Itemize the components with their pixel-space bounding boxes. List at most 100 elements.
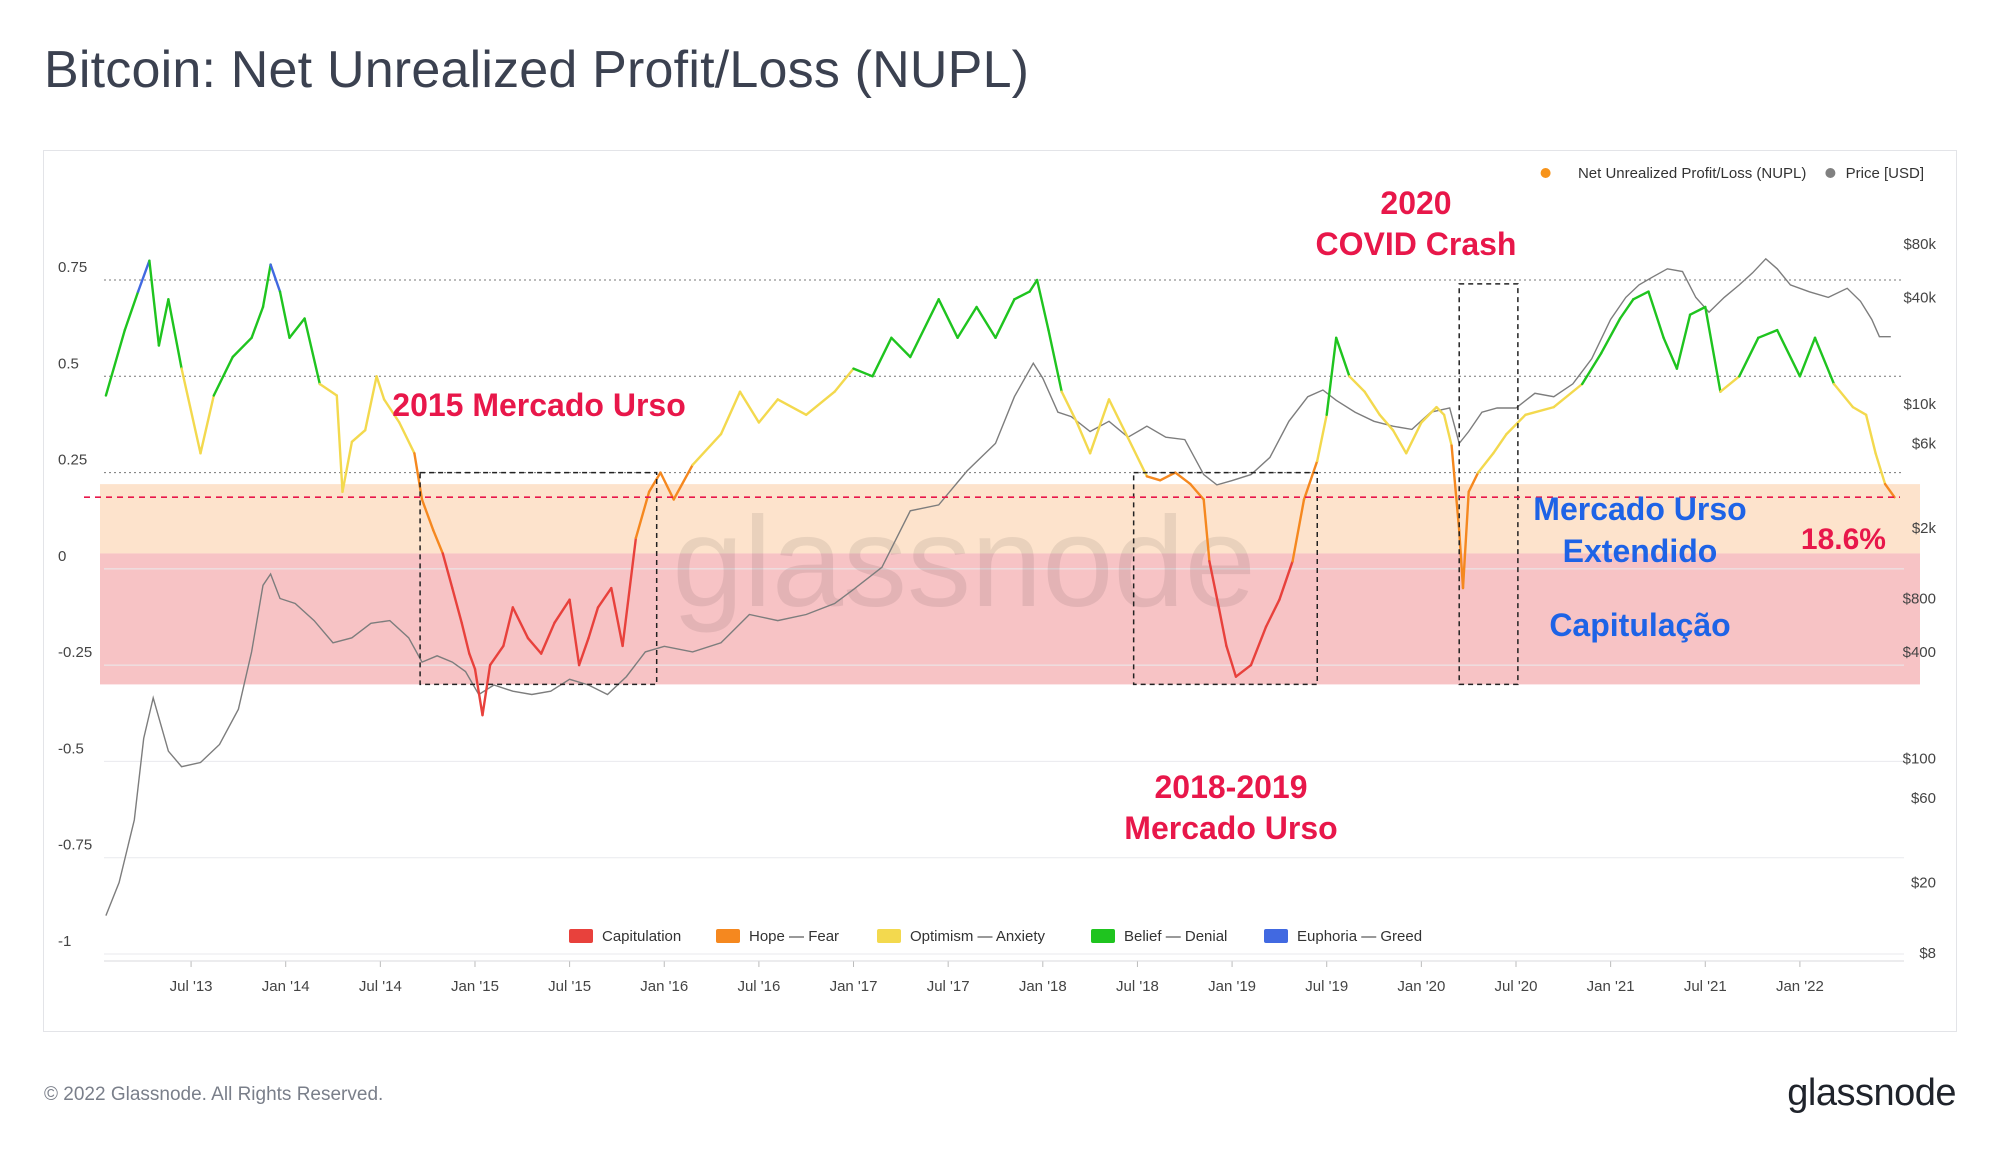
nupl-segment-51 [738,390,761,424]
y-right-tick: $60 [1911,790,1936,807]
nupl-segment-97 [1442,413,1453,447]
nupl-segment-69 [1075,421,1092,455]
annotation-0: 2015 Mercado Urso [392,387,685,423]
nupl-segment-14 [288,317,306,340]
nupl-segment-73 [1145,475,1162,482]
y-left-tick: -0.25 [58,644,92,661]
nupl-chart: glassnode 18.6% 0.75 0.5 0.25 0 -0.25 -0.5 -0.… [58,165,1937,995]
nupl-segment-11 [261,263,272,309]
nupl-segment-101 [1467,471,1480,493]
nupl-segment-102 [1476,452,1495,474]
x-tick-label: Jan '14 [262,978,310,995]
x-tick-label: Jan '20 [1397,978,1445,995]
nupl-segment-105 [1524,405,1556,416]
y-right-tick: $100 [1903,751,1936,768]
nupl-segment-106 [1552,382,1584,409]
nupl-segment-110 [1632,290,1650,301]
legend-label: Optimism — Anxiety [910,928,1046,945]
y-right-tick: $20 [1911,874,1936,891]
x-tick-label: Jul '21 [1684,978,1727,995]
nupl-segment-96 [1435,405,1446,416]
nupl-segment-79 [1217,606,1228,648]
nupl-segment-100 [1461,490,1470,590]
nupl-segment-40 [577,637,590,667]
x-tick-label: Jul '20 [1495,978,1538,995]
nupl-segment-112 [1662,336,1679,370]
nupl-segment-43 [610,586,624,648]
y-left-tick: 0.25 [58,452,87,469]
nupl-segment-53 [776,398,808,416]
nupl-segment-17 [335,394,344,493]
nupl-segment-19 [350,429,367,443]
nupl-segment-65 [1028,278,1039,293]
nupl-segment-81 [1234,663,1253,678]
nupl-segment-99 [1457,529,1465,590]
nupl-segment-91 [1363,390,1381,416]
nupl-segment-82 [1249,625,1268,667]
nupl-segment-89 [1334,336,1351,378]
legend-label: Euphoria — Greed [1297,928,1422,945]
y-right-tick: $2k [1912,520,1937,537]
x-tick-label: Jan '17 [830,978,878,995]
period-box-2 [1458,283,1519,686]
nupl-segment-28 [451,586,463,624]
nupl-segment-72 [1126,436,1149,478]
nupl-segment-75 [1174,471,1192,486]
nupl-segment-22 [382,398,401,424]
x-tick-label: Jul '19 [1305,978,1348,995]
nupl-segment-61 [956,305,978,340]
nupl-segment-78 [1208,560,1221,609]
x-tick-label: Jan '21 [1587,978,1635,995]
chart-frame: glassnode 18.6% 0.75 0.5 0.25 0 -0.25 -0.5 -0.… [43,150,1957,1032]
legend-swatch [716,929,740,943]
x-tick-label: Jan '19 [1208,978,1256,995]
nupl-segment-4 [157,298,170,347]
x-tick-label: Jul '16 [737,978,780,995]
annotation-4: COVID Crash [1316,226,1517,262]
nupl-segment-114 [1688,305,1707,316]
nupl-segment-35 [511,606,530,640]
nupl-segment-13 [278,290,291,340]
nupl-segment-123 [1851,405,1868,416]
nupl-segment-98 [1450,444,1461,532]
nupl-segment-21 [375,375,386,401]
x-tick-label: Jan '16 [640,978,688,995]
x-tick-label: Jul '15 [548,978,591,995]
nupl-segment-122 [1832,382,1855,409]
legend-swatch [1091,929,1115,943]
nupl-segment-108 [1599,317,1622,355]
nupl-segment-85 [1291,498,1306,563]
nupl-segment-9 [231,336,253,359]
nupl-segment-2 [136,259,151,293]
nupl-segment-59 [909,298,940,359]
y-left-tick: 0 [58,548,66,565]
nupl-segment-120 [1798,336,1817,378]
nupl-segment-84 [1278,560,1294,601]
nupl-segment-80 [1225,644,1238,678]
legend-swatch [569,929,593,943]
x-tick-label: Jul '14 [359,978,402,995]
y-right-tick: $400 [1903,644,1936,661]
nupl-segment-42 [596,586,613,609]
nupl-segment-20 [364,375,378,432]
price-line [105,257,1891,916]
nupl-segment-37 [540,621,556,655]
annotation-5: Mercado Urso [1533,491,1746,527]
glassnode-logo[interactable]: glassnode [1787,1072,1956,1114]
nupl-segment-41 [587,606,600,640]
legend-top-dot [1540,168,1551,178]
y-left-tick: 0.5 [58,355,79,372]
nupl-segment-38 [553,598,571,624]
legend-swatch [877,929,901,943]
nupl-segment-23 [398,421,416,455]
nupl-segment-92 [1378,413,1395,432]
nupl-segment-56 [852,367,874,378]
annotation-6: Extendido [1563,533,1718,569]
nupl-segment-74 [1158,471,1177,482]
nupl-segment-5 [167,298,183,370]
x-tick-label: Jul '17 [927,978,970,995]
annotation-1: 2018-2019 [1154,769,1307,805]
nupl-segment-6 [180,367,202,455]
nupl-segment-116 [1719,375,1741,393]
nupl-segment-119 [1775,328,1802,378]
